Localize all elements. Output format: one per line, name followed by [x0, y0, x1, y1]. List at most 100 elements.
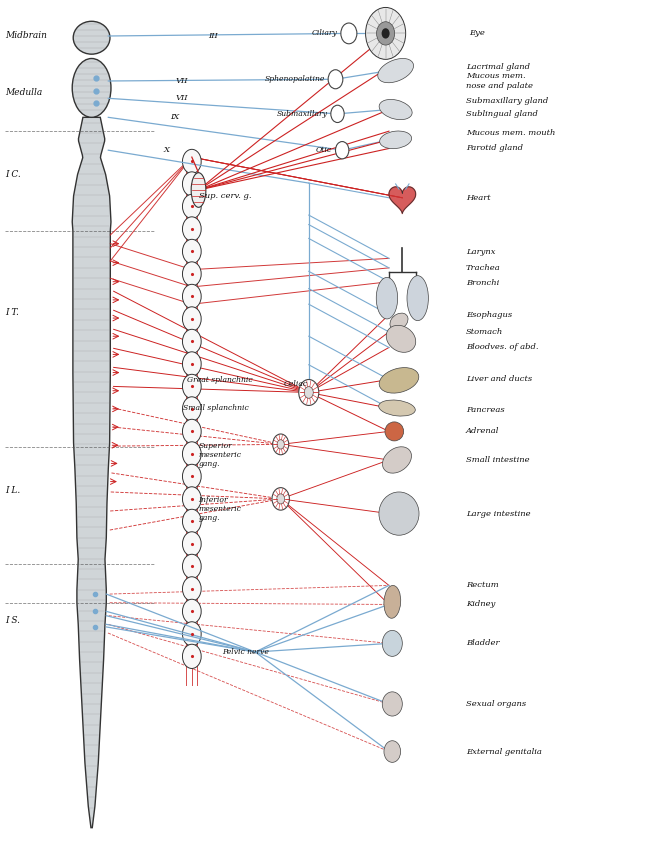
- Text: VII: VII: [175, 77, 188, 85]
- Circle shape: [183, 464, 201, 489]
- Circle shape: [183, 644, 201, 668]
- Text: Otic: Otic: [316, 146, 332, 155]
- Circle shape: [183, 397, 201, 421]
- Text: I S.: I S.: [5, 615, 19, 624]
- Text: Lacrimal gland: Lacrimal gland: [466, 63, 530, 71]
- Text: I L.: I L.: [5, 486, 20, 495]
- Circle shape: [277, 494, 285, 504]
- Ellipse shape: [73, 22, 110, 54]
- Ellipse shape: [378, 58, 413, 82]
- Text: Pelvic nerve: Pelvic nerve: [222, 648, 269, 656]
- Circle shape: [183, 329, 201, 353]
- Ellipse shape: [378, 400, 415, 416]
- Circle shape: [331, 105, 344, 122]
- Ellipse shape: [385, 422, 404, 441]
- Ellipse shape: [379, 368, 419, 393]
- Text: Large intestine: Large intestine: [466, 510, 531, 517]
- Circle shape: [183, 576, 201, 601]
- Text: VII: VII: [175, 95, 188, 102]
- Text: Submaxillary gland: Submaxillary gland: [466, 97, 548, 105]
- Ellipse shape: [376, 278, 398, 319]
- Text: I T.: I T.: [5, 308, 19, 318]
- Circle shape: [277, 440, 285, 449]
- Text: Kidney: Kidney: [466, 601, 495, 608]
- Circle shape: [183, 487, 201, 511]
- Ellipse shape: [191, 173, 206, 207]
- Text: Stomach: Stomach: [466, 328, 503, 336]
- Circle shape: [183, 442, 201, 466]
- Ellipse shape: [72, 58, 111, 117]
- Text: IX: IX: [170, 114, 180, 122]
- Circle shape: [183, 419, 201, 444]
- Circle shape: [382, 29, 390, 38]
- Ellipse shape: [384, 740, 401, 762]
- Text: Medulla: Medulla: [5, 88, 42, 96]
- Text: Rectum: Rectum: [466, 582, 499, 589]
- Text: Bladder: Bladder: [466, 640, 499, 648]
- Circle shape: [183, 599, 201, 623]
- Text: Sublingual gland: Sublingual gland: [466, 110, 537, 118]
- Text: Mucous mem.
nose and palate: Mucous mem. nose and palate: [466, 72, 533, 89]
- Circle shape: [336, 141, 349, 159]
- Circle shape: [272, 434, 289, 455]
- Ellipse shape: [390, 313, 408, 330]
- Text: External genitalia: External genitalia: [466, 747, 541, 755]
- Circle shape: [376, 22, 395, 45]
- Text: X: X: [163, 146, 169, 155]
- Circle shape: [183, 306, 201, 331]
- Text: Midbrain: Midbrain: [5, 31, 46, 41]
- Text: Submaxillary: Submaxillary: [276, 110, 327, 118]
- Circle shape: [183, 352, 201, 376]
- Circle shape: [183, 555, 201, 578]
- Text: Parotid gland: Parotid gland: [466, 144, 523, 153]
- Circle shape: [183, 285, 201, 308]
- Circle shape: [183, 149, 201, 174]
- Text: III: III: [209, 32, 218, 40]
- Circle shape: [328, 69, 343, 89]
- Text: Celiac: Celiac: [283, 380, 307, 388]
- Circle shape: [183, 240, 201, 264]
- Text: Small splanchnic: Small splanchnic: [183, 404, 249, 412]
- Ellipse shape: [382, 447, 411, 473]
- Text: Liver and ducts: Liver and ducts: [466, 376, 532, 384]
- Circle shape: [183, 621, 201, 646]
- Text: Superior
mesenteric
gang.: Superior mesenteric gang.: [199, 442, 242, 468]
- Circle shape: [272, 488, 289, 510]
- Circle shape: [183, 262, 201, 286]
- Ellipse shape: [380, 131, 411, 148]
- Polygon shape: [389, 187, 415, 214]
- Ellipse shape: [407, 276, 428, 320]
- Polygon shape: [72, 117, 111, 828]
- Text: Bloodves. of abd.: Bloodves. of abd.: [466, 344, 538, 352]
- Text: Inferior
mesenteric
gang.: Inferior mesenteric gang.: [199, 496, 242, 523]
- Text: Sphenopalatine: Sphenopalatine: [264, 76, 325, 83]
- Text: Trachea: Trachea: [466, 264, 501, 272]
- Circle shape: [183, 374, 201, 398]
- Circle shape: [183, 217, 201, 241]
- Text: Mucous mem. mouth: Mucous mem. mouth: [466, 129, 555, 137]
- Circle shape: [183, 194, 201, 219]
- Text: Ciliary: Ciliary: [312, 30, 338, 37]
- Text: Pancreas: Pancreas: [466, 405, 505, 414]
- Text: Bronchi: Bronchi: [466, 279, 499, 286]
- Text: Great splanchnic: Great splanchnic: [187, 377, 253, 385]
- Ellipse shape: [386, 326, 416, 352]
- Text: Eye: Eye: [469, 30, 485, 37]
- Ellipse shape: [379, 492, 419, 536]
- Circle shape: [304, 386, 313, 398]
- Text: Sexual organs: Sexual organs: [466, 700, 526, 708]
- Text: Adrenal: Adrenal: [466, 427, 499, 436]
- Ellipse shape: [382, 630, 403, 656]
- Circle shape: [299, 379, 319, 405]
- Ellipse shape: [379, 100, 412, 120]
- Ellipse shape: [384, 585, 401, 618]
- Text: Small intestine: Small intestine: [466, 456, 529, 464]
- Ellipse shape: [382, 692, 403, 716]
- Text: Larynx: Larynx: [466, 248, 495, 256]
- Circle shape: [183, 172, 201, 196]
- Text: Esophagus: Esophagus: [466, 311, 512, 319]
- Text: I C.: I C.: [5, 170, 21, 179]
- Circle shape: [183, 510, 201, 534]
- Text: Sup. cerv. g.: Sup. cerv. g.: [199, 192, 251, 200]
- Circle shape: [341, 23, 357, 43]
